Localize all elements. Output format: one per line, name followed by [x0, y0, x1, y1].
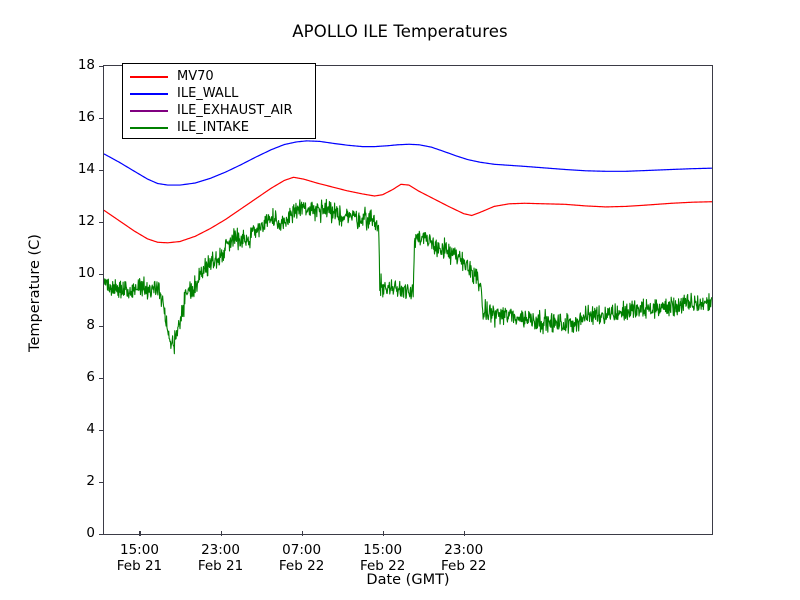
y-axis-tick-label: 8 [86, 317, 95, 333]
y-axis-tick-label: 0 [86, 525, 95, 541]
x-axis-label: Date (GMT) [366, 572, 450, 588]
x-tick-date: Feb 22 [278, 558, 325, 575]
x-tick-time: 15:00 [120, 542, 159, 558]
legend-item-ile_wall[interactable]: ILE_WALL [123, 85, 315, 102]
plot-area [103, 65, 713, 535]
series-line-ile_wall [104, 140, 712, 186]
x-axis-tick-label: 23:00 Feb 21 [161, 542, 281, 575]
chart-title: APOLLO ILE Temperatures [292, 22, 508, 41]
y-axis-tick-mark [99, 534, 104, 536]
legend-color-swatch [130, 75, 168, 78]
y-axis-label: Temperature (C) [27, 234, 43, 352]
x-tick-date: Feb 22 [441, 558, 487, 575]
x-axis-tick-mark [301, 531, 303, 536]
legend-color-swatch [130, 92, 168, 95]
x-tick-date: Feb 22 [359, 558, 406, 575]
y-axis-tick-mark [99, 430, 104, 432]
y-axis-tick-label: 18 [77, 57, 95, 73]
y-axis-tick-label: 10 [77, 265, 95, 281]
x-axis-tick-mark [463, 531, 466, 536]
chart-legend: MV70 ILE_WALL ILE_EXHAUST_AIR ILE_INTAKE [122, 63, 316, 139]
legend-item-ile_exhaust_air[interactable]: ILE_EXHAUST_AIR [123, 102, 315, 119]
y-axis-tick-label: 16 [77, 109, 95, 125]
x-tick-time: 15:00 [363, 542, 403, 558]
series-line-ile_intake [104, 198, 712, 355]
x-tick-time: 23:00 [444, 542, 484, 558]
y-axis-tick-mark [99, 66, 104, 68]
y-axis-tick-mark [99, 118, 104, 120]
x-tick-date: Feb 21 [116, 558, 163, 575]
x-axis-tick-label: 23:00 Feb 22 [404, 542, 524, 575]
x-axis-tick-mark [139, 531, 141, 536]
series-line-mv70 [104, 176, 712, 244]
y-axis-tick-mark [99, 326, 104, 328]
x-tick-time: 23:00 [201, 542, 240, 558]
x-axis-tick-label: 15:00 Feb 21 [79, 542, 199, 575]
y-axis-tick-label: 4 [86, 421, 95, 437]
y-axis-tick-mark [99, 222, 104, 224]
y-axis-tick-label: 12 [77, 213, 95, 229]
legend-item-label: ILE_WALL [177, 86, 239, 101]
x-tick-time: 07:00 [282, 542, 322, 558]
legend-item-label: ILE_EXHAUST_AIR [177, 103, 293, 118]
y-axis-tick-label: 6 [86, 369, 95, 385]
y-axis-tick-mark [99, 274, 104, 276]
x-axis-tick-mark [382, 531, 384, 536]
x-tick-date: Feb 21 [197, 558, 244, 575]
legend-item-ile_intake[interactable]: ILE_INTAKE [123, 119, 315, 136]
legend-item-label: MV70 [177, 69, 214, 84]
y-axis-tick-label: 2 [86, 473, 95, 489]
x-axis-tick-label: 15:00 Feb 22 [323, 542, 443, 575]
plot-lines [104, 140, 712, 355]
y-axis-tick-mark [99, 378, 104, 380]
x-axis-tick-mark [220, 531, 222, 536]
y-axis-tick-label: 14 [77, 161, 95, 177]
legend-color-swatch [130, 109, 168, 112]
legend-item-label: ILE_INTAKE [177, 120, 249, 135]
y-axis-tick-mark [99, 170, 104, 172]
x-axis-tick-label: 07:00 Feb 22 [242, 542, 362, 575]
y-axis-label-wrapper: Temperature (C) [0, 0, 43, 600]
legend-color-swatch [130, 126, 168, 129]
y-axis-tick-mark [99, 482, 104, 484]
legend-item-mv70[interactable]: MV70 [123, 68, 315, 85]
